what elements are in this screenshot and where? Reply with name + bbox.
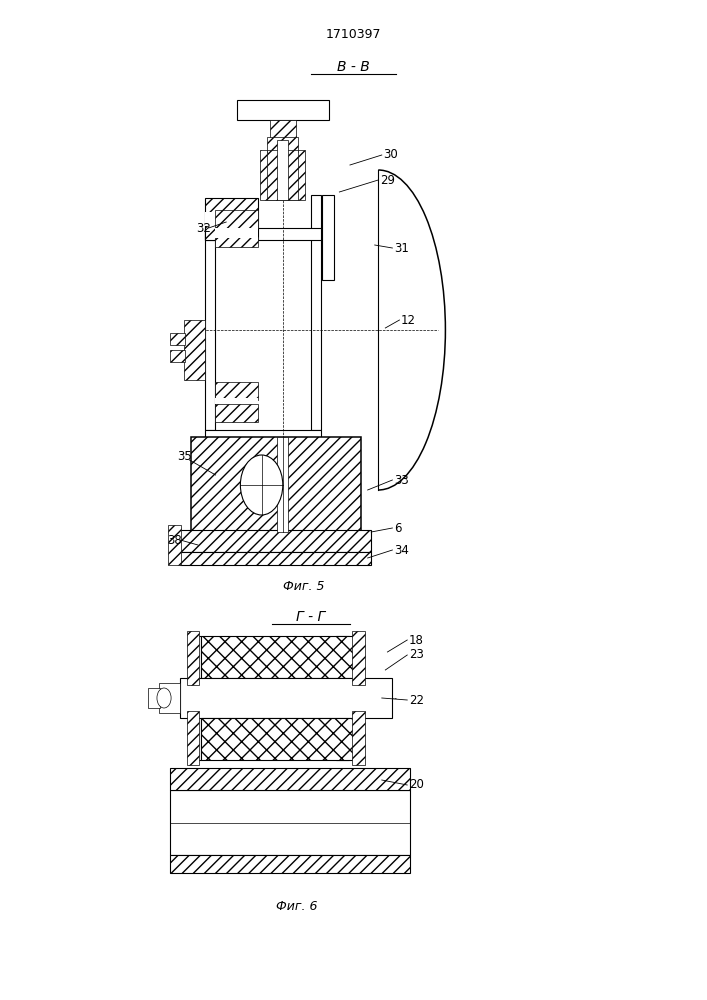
Text: Фиг. 6: Фиг. 6 xyxy=(276,900,317,914)
Bar xyxy=(180,530,371,552)
Text: 23: 23 xyxy=(409,648,423,662)
Bar xyxy=(170,333,185,345)
Circle shape xyxy=(157,688,171,708)
Bar xyxy=(205,430,321,442)
Bar xyxy=(277,140,288,200)
Bar xyxy=(201,718,364,760)
Bar xyxy=(201,636,364,678)
Text: В - В: В - В xyxy=(337,60,370,74)
Bar xyxy=(260,150,305,200)
Text: Г - Г: Г - Г xyxy=(296,610,326,624)
Text: 35: 35 xyxy=(177,450,192,464)
Bar xyxy=(215,398,258,404)
Text: 34: 34 xyxy=(394,544,409,556)
Bar xyxy=(180,552,371,565)
Bar xyxy=(187,711,199,765)
Bar xyxy=(184,320,205,380)
Bar xyxy=(267,150,298,200)
Bar xyxy=(352,631,365,685)
Bar xyxy=(168,525,181,565)
Text: 33: 33 xyxy=(394,474,409,487)
Bar xyxy=(148,688,160,708)
Bar xyxy=(159,683,180,713)
Bar xyxy=(237,100,329,120)
Text: 12: 12 xyxy=(401,314,416,326)
Bar xyxy=(170,790,410,855)
Circle shape xyxy=(240,455,283,515)
Text: 31: 31 xyxy=(394,241,409,254)
Text: 18: 18 xyxy=(409,634,423,647)
Bar xyxy=(270,120,296,138)
Bar xyxy=(205,212,258,226)
Text: 20: 20 xyxy=(409,778,423,792)
Bar xyxy=(187,631,199,685)
Bar xyxy=(215,237,258,247)
Bar xyxy=(311,195,321,430)
Bar xyxy=(336,636,349,760)
Bar xyxy=(352,711,365,765)
Text: 22: 22 xyxy=(409,694,423,706)
Bar xyxy=(205,228,321,240)
Bar xyxy=(205,198,258,240)
Text: 6: 6 xyxy=(394,522,402,534)
Text: 1710397: 1710397 xyxy=(326,28,381,41)
Text: 38: 38 xyxy=(168,534,182,546)
Bar xyxy=(170,350,185,362)
Bar xyxy=(180,678,392,718)
Bar xyxy=(205,230,215,430)
Bar xyxy=(170,855,410,873)
Text: 30: 30 xyxy=(383,148,398,161)
Bar xyxy=(215,404,258,422)
Bar xyxy=(215,382,258,400)
Text: 32: 32 xyxy=(197,222,211,234)
Text: 29: 29 xyxy=(380,174,395,186)
Bar xyxy=(277,437,288,532)
Bar xyxy=(170,768,410,790)
Bar xyxy=(189,636,201,760)
Bar xyxy=(321,170,378,490)
Bar xyxy=(322,195,334,280)
Bar xyxy=(215,210,258,228)
Bar xyxy=(191,437,361,532)
Bar xyxy=(215,228,258,238)
Bar xyxy=(267,137,298,152)
Text: Фиг. 5: Фиг. 5 xyxy=(284,580,325,593)
